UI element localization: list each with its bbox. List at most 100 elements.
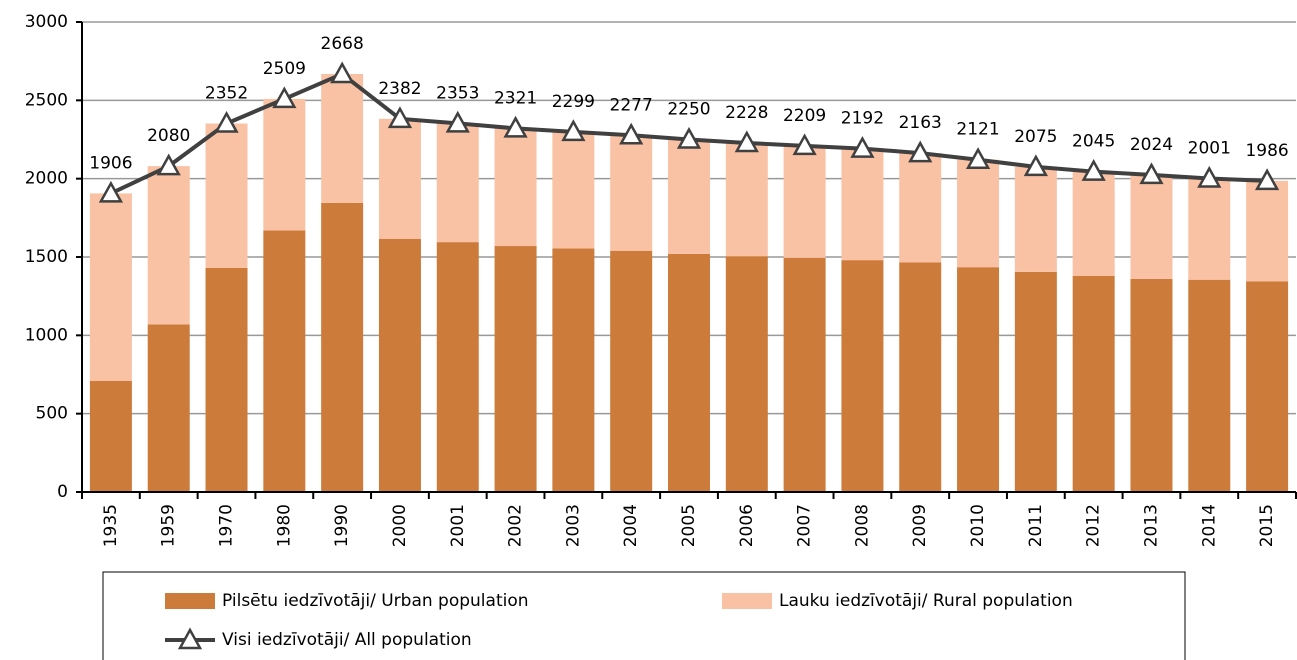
bar [610,135,653,251]
bar [783,257,826,492]
bar [1188,279,1231,492]
x-tick-label: 1959 [159,504,179,547]
x-tick-label: 2013 [1141,504,1161,547]
bar [1246,281,1289,492]
data-label: 2121 [956,120,999,140]
bar [841,148,884,261]
bar [1014,271,1057,492]
bar [899,262,942,492]
bar [436,242,479,492]
bar [1072,171,1115,276]
bar [1014,166,1057,272]
line-marker [387,106,413,129]
line-marker [272,86,297,109]
bar [1072,275,1115,492]
line-marker [1023,154,1048,177]
data-label: 2352 [205,84,248,104]
bar [378,118,421,239]
bar [899,153,942,263]
x-tick-label: 1970 [217,504,237,547]
data-label: 1986 [1245,141,1288,161]
data-label: 2163 [899,113,942,133]
bar [494,128,537,247]
bar [668,139,710,254]
bar [263,98,306,231]
bar [89,380,132,492]
bar [205,123,248,268]
line-marker [445,110,470,133]
bar [1188,178,1231,280]
x-tick-label: 2008 [852,504,872,547]
x-tick-label: 2007 [795,504,815,547]
data-label: 1906 [89,153,132,173]
bar [725,256,768,492]
x-tick-label: 2009 [910,504,930,547]
x-tick-label: 2000 [390,504,410,547]
x-tick-label: 1980 [274,504,294,547]
data-label: 2001 [1188,139,1231,159]
bar [552,248,595,492]
bar [263,230,306,492]
bar [147,324,190,492]
legend-marker [177,627,203,650]
data-label: 2509 [263,59,306,79]
x-tick-label: 2015 [1257,504,1277,547]
line-marker [1081,159,1106,181]
x-tick-label: 1990 [332,504,352,547]
x-tick-label: 2010 [968,504,988,547]
bar [147,166,190,325]
line-marker [214,110,239,133]
bar [321,202,364,492]
line-marker [1254,168,1280,191]
x-tick-label: 2004 [621,504,641,547]
bar [841,260,884,492]
data-label: 2321 [494,88,537,108]
y-tick-label: 0 [57,482,68,502]
x-tick-label: 2002 [506,504,526,547]
legend-box [102,571,1186,660]
data-label: 2045 [1072,132,1115,152]
line-marker [503,115,528,138]
line-marker [850,136,875,158]
y-tick-label: 1500 [25,247,68,267]
y-tick-label: 500 [36,404,68,424]
bar [494,246,537,492]
x-tick-label: 2012 [1084,504,1104,547]
bar [552,131,595,249]
bar [1130,174,1173,279]
y-tick-label: 3000 [25,12,68,32]
bar [1130,278,1173,492]
data-label: 2353 [436,83,479,103]
line-marker [734,130,759,153]
bar [321,74,364,203]
line-marker [1197,165,1222,188]
line-marker [908,140,933,163]
data-label: 2668 [321,34,364,54]
x-tick-label: 2003 [563,504,583,547]
bar [668,253,710,492]
data-label: 2250 [667,100,710,120]
bar [957,267,1000,492]
legend-label: Pilsētu iedzīvotāji/ Urban population [222,591,529,611]
bar [436,123,479,243]
bar [1246,180,1289,282]
legend-swatch [165,593,215,609]
line-marker [619,122,644,145]
x-tick-label: 2011 [1026,504,1046,547]
x-tick-label: 1935 [101,504,121,547]
data-label: 2192 [841,109,884,129]
y-tick-label: 2500 [25,90,68,110]
line-marker [1139,162,1164,185]
line-marker [330,61,355,84]
x-tick-label: 2014 [1199,504,1219,547]
data-label: 2080 [147,126,190,146]
legend-swatch [722,593,772,609]
x-tick-label: 2006 [737,504,757,547]
data-label: 2024 [1130,135,1173,155]
x-tick-label: 2001 [448,504,468,547]
y-tick-label: 2000 [25,169,68,189]
bar [725,142,768,257]
bar [783,145,826,258]
legend-label: Visi iedzīvotāji/ All population [222,630,472,650]
